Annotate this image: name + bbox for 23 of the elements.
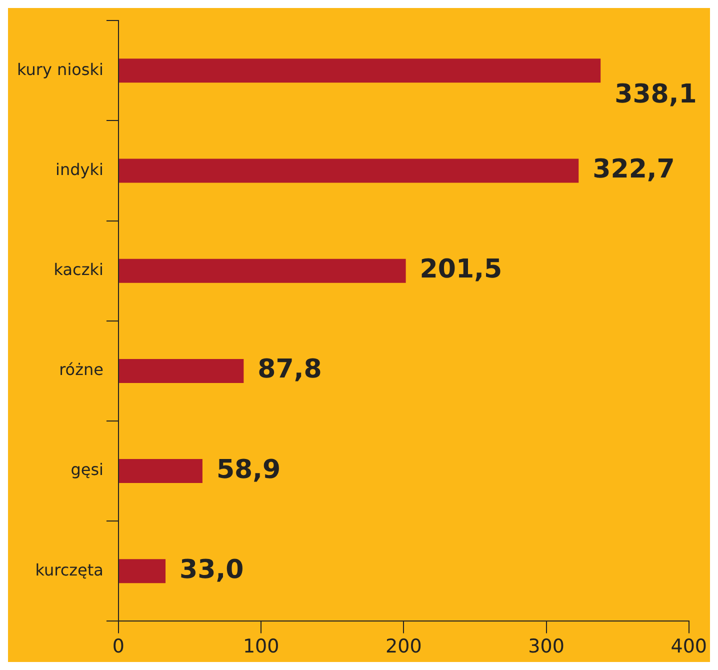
y-tick-label: gęsi (70, 460, 104, 480)
data-label: 33,0 (180, 554, 244, 585)
data-label: 322,7 (592, 154, 675, 184)
data-label: 58,9 (216, 454, 281, 485)
y-tick-label: kury nioski (17, 60, 104, 79)
data-label: 338,1 (614, 79, 697, 110)
x-tick-label: 300 (528, 636, 564, 658)
x-tick-label: 400 (670, 636, 707, 658)
data-label: 87,8 (258, 354, 322, 385)
x-tick-label: 100 (242, 636, 280, 658)
data-label: 201,5 (420, 254, 502, 285)
bar (118, 459, 202, 484)
x-tick-label: 200 (386, 636, 422, 658)
y-tick-label: kurczęta (35, 560, 104, 580)
y-tick-label: kaczki (54, 260, 104, 280)
bar (118, 358, 244, 383)
bar (118, 258, 406, 283)
y-tick-label: indyki (56, 160, 104, 179)
x-tick-label: 0 (112, 636, 125, 658)
bar (118, 559, 166, 584)
bar (118, 58, 601, 83)
bar (118, 158, 579, 183)
y-tick-label: różne (59, 360, 104, 380)
